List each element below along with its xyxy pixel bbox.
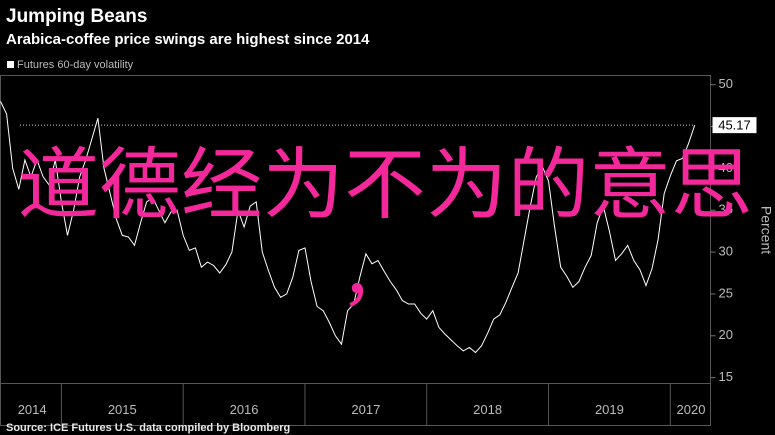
y-tick-label: 15: [719, 369, 733, 384]
x-tick-label: 2020: [677, 402, 706, 417]
data-line: [0, 101, 696, 354]
x-tick-label: 2019: [595, 402, 624, 417]
source-note: Source: ICE Futures U.S. data compiled b…: [6, 422, 290, 434]
last-value-label: 45.17: [718, 118, 751, 133]
x-tick-label: 2015: [108, 402, 137, 417]
y-tick-label: 20: [719, 327, 733, 342]
x-tick-label: 2016: [230, 402, 259, 417]
chart-subtitle: Arabica-coffee price swings are highest …: [6, 31, 370, 48]
x-axis-band: [0, 383, 711, 426]
chart-title: Jumping Beans: [6, 6, 147, 27]
x-tick-label: 2018: [473, 402, 502, 417]
x-tick-label: 2017: [351, 402, 380, 417]
last-value-box: [712, 117, 757, 134]
overlay-mark: ，: [340, 234, 410, 316]
legend-swatch: [7, 61, 14, 68]
y-tick-label: 25: [719, 285, 733, 300]
x-tick-label: 2014: [18, 402, 47, 417]
y-tick-label: 40: [719, 160, 733, 175]
legend-label: Futures 60-day volatility: [17, 59, 134, 71]
y-tick-label: 30: [719, 244, 733, 259]
y-tick-label: 50: [719, 76, 733, 91]
y-axis-label: Percent: [758, 206, 774, 254]
y-tick-label: 35: [719, 202, 733, 217]
overlay-text: 道德经为不为的意思: [18, 140, 753, 230]
